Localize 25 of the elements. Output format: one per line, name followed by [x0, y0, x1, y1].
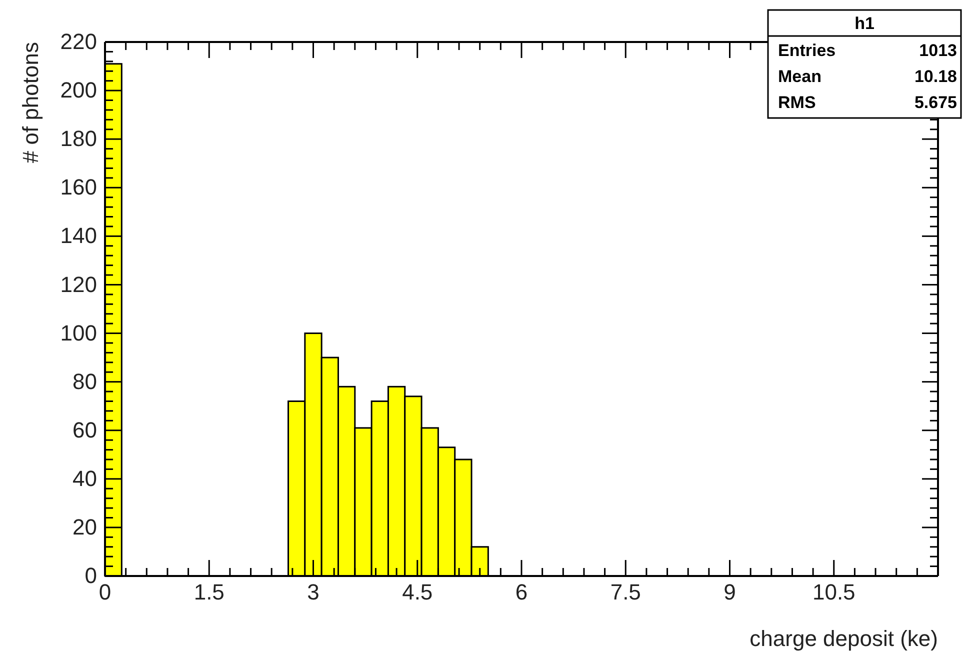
text: Mean 10.18 — [778, 67, 957, 86]
x-tick-label: 6 — [515, 580, 528, 605]
y-tick-label: 120 — [60, 272, 97, 297]
y-tick-label: 180 — [60, 126, 97, 152]
y-tick-label: 160 — [60, 174, 97, 200]
y-tick-label: 140 — [60, 223, 97, 248]
y-tick-label: 80 — [72, 368, 97, 394]
y-tick-label: 0 — [84, 563, 97, 588]
x-tick-label: 4.5 — [402, 580, 433, 605]
x-tick-label: 1.5 — [194, 580, 224, 605]
y-axis-title: # of photons — [18, 42, 43, 164]
x-tick-label: 9 — [724, 580, 736, 605]
text: RMS 5.675 — [778, 93, 957, 112]
y-tick-label: 40 — [72, 466, 97, 491]
y-tick-label: 200 — [60, 78, 97, 103]
y-tick-label: 20 — [72, 514, 97, 540]
x-axis-title: charge deposit (ke) — [750, 626, 938, 651]
x-tick-label: 10.5 — [812, 580, 856, 605]
x-tick-label: 3 — [307, 580, 320, 605]
y-tick-label: 60 — [72, 417, 97, 442]
x-tick-label: 7.5 — [610, 580, 641, 605]
y-tick-label: 220 — [60, 29, 97, 54]
text: h1 — [854, 14, 874, 33]
y-tick-label: 100 — [60, 320, 97, 346]
text: Entries 1013 — [778, 41, 957, 60]
